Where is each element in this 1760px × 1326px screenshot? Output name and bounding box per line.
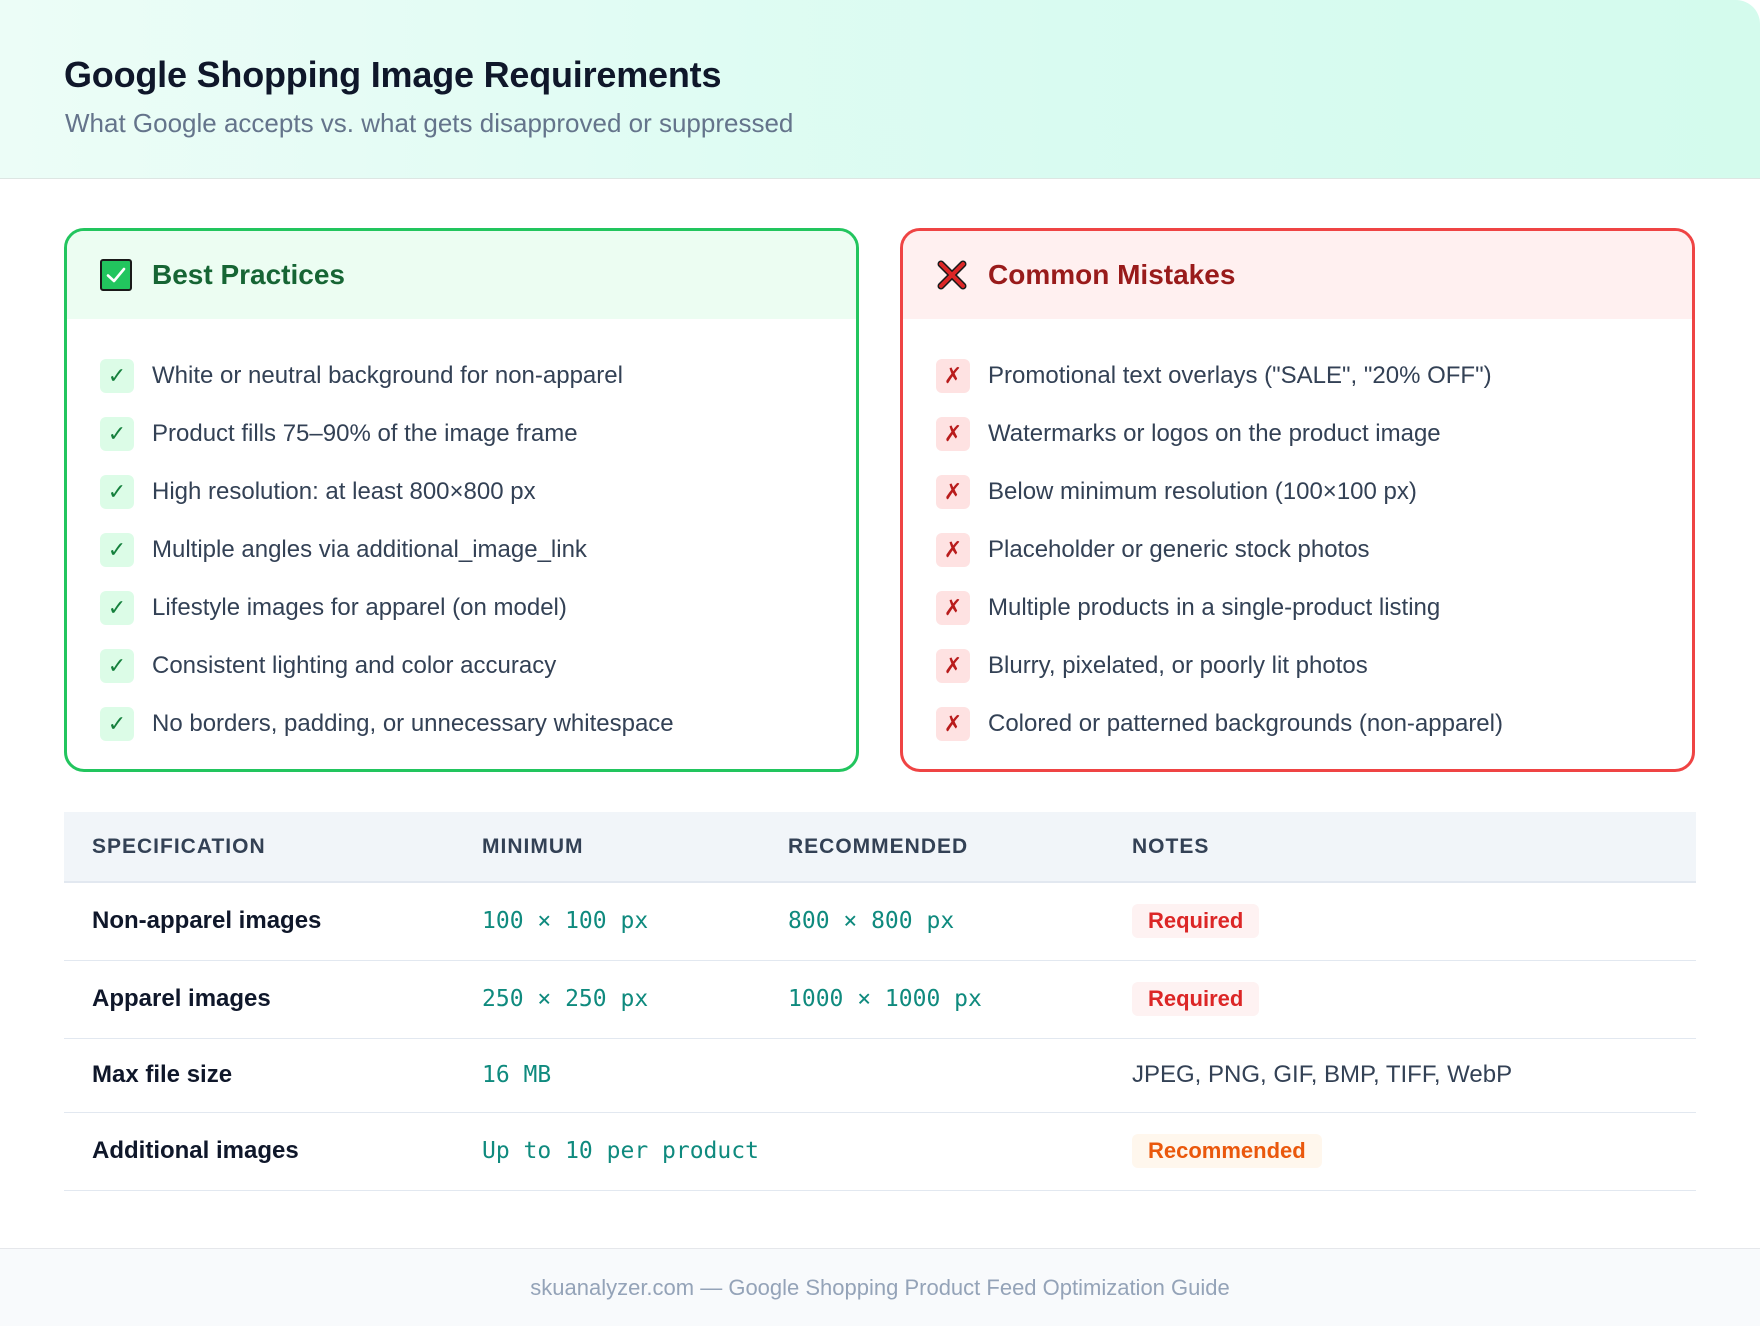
spec-cell: Max file size [92,1061,233,1088]
notes-cell: Recommended [1104,1112,1696,1190]
spec-cell: Non-apparel images [92,907,322,935]
col-header-minimum: MINIMUM [482,834,584,858]
list-item: ✓ Lifestyle images for apparel (on model) [100,579,856,637]
table-header-row: SPECIFICATION MINIMUM RECOMMENDED NOTES [64,812,1696,882]
list-item: ✗ Multiple products in a single-product l… [936,579,1692,637]
page-subtitle: What Google accepts vs. what gets disapp… [65,108,794,138]
page-header: Google Shopping Image Requirements What … [0,0,1760,179]
x-icon: ✗ [936,359,970,393]
check-icon: ✓ [100,359,134,393]
x-icon: ✗ [936,417,970,451]
minimum-cell: 250 × 250 px [482,986,649,1012]
status-badge: Required [1132,982,1260,1016]
col-header-recommended: RECOMMENDED [788,834,969,858]
common-mistakes-list: ✗ Promotional text overlays ("SALE", "20%… [903,319,1692,753]
table-row: Max file size 16 MB JPEG, PNG, GIF, BMP,… [64,1038,1696,1112]
status-badge: Required [1132,904,1260,939]
notes-cell: JPEG, PNG, GIF, BMP, TIFF, WebP [1132,1061,1513,1088]
common-mistakes-title: Common Mistakes [988,259,1236,290]
x-icon: ✗ [936,475,970,509]
minimum-cell: 16 MB [482,1062,552,1088]
check-icon: ✓ [100,707,134,741]
minimum-cell: 100 × 100 px [482,908,649,935]
x-icon: ✗ [936,533,970,567]
recommended-cell [760,1038,1104,1112]
col-header-notes: NOTES [1132,834,1210,858]
list-item: ✓ Product fills 75–90% of the image frame [100,405,856,463]
list-item: ✗ Promotional text overlays ("SALE", "20%… [936,347,1692,405]
best-practices-card: Best Practices ✓ White or neutral backgro… [64,228,859,772]
check-icon: ✓ [100,475,134,509]
col-header-specification: SPECIFICATION [92,834,266,858]
recommended-cell [760,1112,1104,1190]
check-icon: ✓ [100,649,134,683]
best-practices-header: Best Practices [67,231,856,319]
spec-cell: Additional images [92,1137,299,1164]
common-mistakes-card: Common Mistakes ✗ Promotional text overla… [900,228,1695,772]
check-icon: ✓ [100,533,134,567]
common-mistakes-header: Common Mistakes [903,231,1692,319]
table-row: Additional images Up to 10 per product R… [64,1112,1696,1190]
best-practices-list: ✓ White or neutral background for non-app… [67,319,856,753]
recommended-cell: 1000 × 1000 px [788,986,982,1012]
x-icon: ✗ [936,591,970,625]
table-row: Apparel images 250 × 250 px 1000 × 1000 … [64,960,1696,1038]
best-practices-title: Best Practices [152,259,346,290]
list-item: ✗ Colored or patterned backgrounds (non-a… [936,695,1692,753]
x-icon: ✗ [936,707,970,741]
notes-cell: Required [1104,882,1696,960]
spec-table: SPECIFICATION MINIMUM RECOMMENDED NOTES … [64,812,1696,1191]
notes-cell: Required [1104,960,1696,1038]
check-icon: ✓ [100,591,134,625]
list-item: ✓ Multiple angles via additional_image_li… [100,521,856,579]
page-title: Google Shopping Image Requirements [64,54,722,95]
list-item: ✗ Blurry, pixelated, or poorly lit photos [936,637,1692,695]
list-item: ✗ Watermarks or logos on the product imag… [936,405,1692,463]
cross-mark-icon [936,259,968,291]
page-footer: skuanalyzer.com — Google Shopping Produc… [0,1248,1760,1326]
list-item: ✗ Placeholder or generic stock photos [936,521,1692,579]
status-badge: Recommended [1132,1134,1322,1168]
x-icon: ✗ [936,649,970,683]
check-icon: ✓ [100,417,134,451]
list-item: ✓ Consistent lighting and color accuracy [100,637,856,695]
minimum-cell: Up to 10 per product [482,1138,759,1164]
list-item: ✓ High resolution: at least 800×800 px [100,463,856,521]
footer-text: skuanalyzer.com — Google Shopping Produc… [530,1274,1230,1300]
list-item: ✗ Below minimum resolution (100×100 px) [936,463,1692,521]
check-box-icon [100,259,132,291]
list-item: ✓ No borders, padding, or unnecessary whi… [100,695,856,753]
table-row: Non-apparel images 100 × 100 px 800 × 80… [64,882,1696,960]
recommended-cell: 800 × 800 px [788,908,955,935]
spec-cell: Apparel images [92,985,271,1012]
list-item: ✓ White or neutral background for non-app… [100,347,856,405]
